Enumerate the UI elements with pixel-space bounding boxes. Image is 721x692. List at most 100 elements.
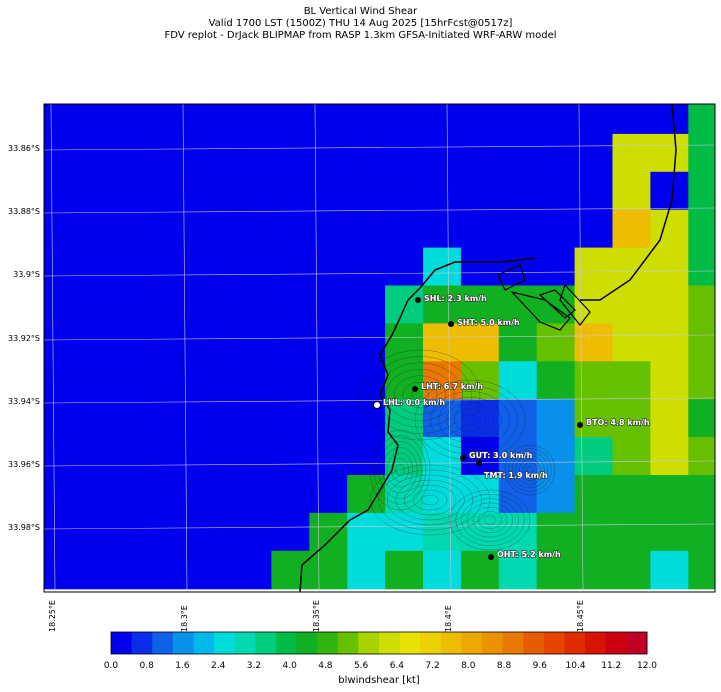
grid-cell xyxy=(157,133,197,173)
colorbar-swatch xyxy=(172,632,194,654)
longitude-label: 18.25°E xyxy=(48,600,57,632)
grid-cell xyxy=(612,475,651,514)
grid-cell xyxy=(195,512,235,552)
grid-cell xyxy=(688,133,715,173)
grid-cell xyxy=(233,104,272,135)
colorbar-tick-label: 10.4 xyxy=(565,661,586,671)
colorbar-swatch xyxy=(564,632,586,654)
station-marker-lht xyxy=(412,386,418,392)
lat-gridline xyxy=(44,460,715,467)
grid-cell xyxy=(460,104,500,135)
title-line-2: Valid 1700 LST (1500Z) THU 14 Aug 2025 [… xyxy=(208,18,513,29)
grid-cell xyxy=(385,171,424,211)
grid-cell xyxy=(81,475,121,514)
terrain-contour xyxy=(394,375,446,415)
lat-gridline xyxy=(44,523,715,530)
colorbar-swatch xyxy=(131,632,153,654)
grid-cell xyxy=(44,247,83,287)
grid-cell xyxy=(309,399,348,438)
grid-cell xyxy=(460,323,500,362)
grid-cell xyxy=(44,475,83,514)
grid-cell xyxy=(688,437,715,476)
station-marker-sht xyxy=(448,321,454,327)
grid-cell xyxy=(688,209,715,249)
colorbar-swatch xyxy=(275,632,298,654)
grid-cell xyxy=(536,247,576,287)
grid-cell xyxy=(612,399,651,438)
lat-gridline xyxy=(44,270,715,277)
terrain-contour xyxy=(414,379,526,461)
terrain-contour xyxy=(421,494,439,506)
grid-cell xyxy=(233,285,272,324)
grid-cell xyxy=(650,475,689,514)
grid-cell xyxy=(574,209,614,249)
terrain-contour xyxy=(472,506,508,534)
grid-cell xyxy=(347,512,386,552)
terrain-contour xyxy=(526,466,534,474)
colorbar xyxy=(110,631,648,655)
grid-cell xyxy=(650,247,689,287)
grid-cell xyxy=(536,133,576,173)
grid-cell xyxy=(44,323,83,362)
colorbar-tick-label: 4.8 xyxy=(318,661,333,671)
grid-cell xyxy=(498,104,538,135)
grid-cell xyxy=(574,475,614,514)
lat-gridline xyxy=(44,144,715,151)
colorbar-swatch xyxy=(502,632,524,654)
colorbar-swatch xyxy=(379,632,401,654)
grid-cell xyxy=(271,361,310,400)
station-marker-shl xyxy=(415,297,421,303)
station-label-lhl: LHL: 0.0 km/h xyxy=(383,398,445,407)
station-label-bto: BTO: 4.8 km/h xyxy=(586,418,650,427)
title-line-1: BL Vertical Wind Shear xyxy=(303,6,418,17)
grid-cell xyxy=(157,104,197,135)
grid-cell xyxy=(81,247,121,287)
grid-cell xyxy=(271,550,310,590)
lon-gridline xyxy=(578,104,584,592)
grid-cell xyxy=(385,209,424,249)
station-label-shl: SHL: 2.3 km/h xyxy=(424,294,487,303)
colorbar-swatch xyxy=(358,632,380,654)
grid-cell xyxy=(688,285,715,324)
grid-cell xyxy=(574,550,614,590)
grid-cell xyxy=(195,133,235,173)
grid-cell xyxy=(119,104,159,135)
grid-cell xyxy=(650,361,689,400)
grid-cell xyxy=(157,399,197,438)
coastline-west xyxy=(299,257,536,592)
grid-cell xyxy=(309,285,348,324)
grid-cell xyxy=(498,323,538,362)
terrain-contour xyxy=(455,494,525,546)
grid-cell xyxy=(423,437,462,476)
terrain-contour xyxy=(454,408,486,432)
grid-cell xyxy=(119,285,159,324)
grid-cell xyxy=(688,247,715,287)
grid-cell xyxy=(44,437,83,476)
grid-cell xyxy=(574,247,614,287)
terrain-contour xyxy=(508,448,552,492)
terrain-contour xyxy=(422,385,518,455)
terrain-contour xyxy=(374,435,426,505)
grid-cell xyxy=(233,475,272,514)
grid-cell xyxy=(195,437,235,476)
grid-cell xyxy=(81,285,121,324)
grid-cell xyxy=(195,247,235,287)
grid-cell xyxy=(650,399,689,438)
station-markers: SHL: 2.3 km/h SHT: 5.0 km/h LHT: 6.7 km/h L… xyxy=(373,293,650,560)
grid-cell xyxy=(650,209,689,249)
grid-cell xyxy=(650,133,689,173)
grid-cell xyxy=(536,209,576,249)
grid-cell xyxy=(157,247,197,287)
longitude-label: 18.3°E xyxy=(180,605,189,632)
colorbar-swatch xyxy=(152,632,174,654)
grid-cell xyxy=(688,171,715,211)
grid-cell xyxy=(650,550,689,590)
grid-cell xyxy=(612,104,651,135)
grid-cell xyxy=(612,247,651,287)
title-line-3: FDV replot - DrJack BLIPMAP from RASP 1.… xyxy=(164,30,557,41)
grid-cell xyxy=(44,104,83,135)
grid-cell xyxy=(536,437,576,476)
grid-cell xyxy=(44,171,83,211)
grid-cell xyxy=(157,285,197,324)
colorbar-swatch xyxy=(605,632,627,654)
